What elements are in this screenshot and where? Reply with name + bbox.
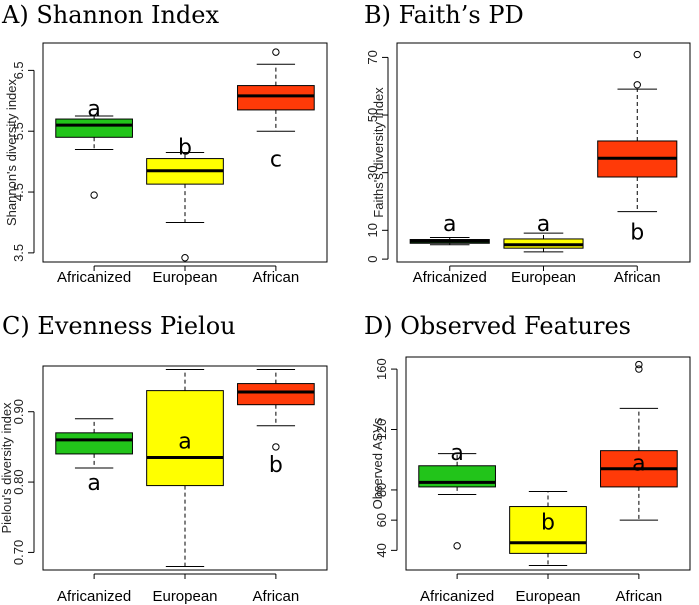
box-africanized: a xyxy=(418,441,496,550)
box-iqr xyxy=(55,118,133,138)
y-tick-label: 3.5 xyxy=(11,244,26,262)
outlier-point xyxy=(181,254,189,262)
y-tick-label: 160 xyxy=(374,358,389,380)
panel-title: D) Observed Features xyxy=(364,312,631,340)
y-tick-label: 10 xyxy=(365,223,380,237)
significance-letter: a xyxy=(537,212,550,237)
y-axis-label: Shannon's diversity index xyxy=(4,78,19,226)
box-iqr xyxy=(237,383,315,406)
outlier-point xyxy=(272,443,280,451)
box-european: a xyxy=(146,369,224,567)
outlier-point xyxy=(90,191,98,199)
box-european: a xyxy=(503,212,584,253)
x-category-label: African xyxy=(253,269,300,286)
significance-letter: a xyxy=(632,452,645,477)
y-tick-label: 0.90 xyxy=(11,399,26,424)
y-tick-label: 4.5 xyxy=(11,183,26,201)
box-european: b xyxy=(146,135,224,262)
plot-frame xyxy=(396,42,691,263)
x-category-label: African xyxy=(253,588,300,605)
significance-letter: b xyxy=(630,221,644,246)
box-european: b xyxy=(509,490,587,566)
x-category-label: African xyxy=(616,588,663,605)
panel-observed: D) Observed Features 40 60 80 120 160 Observed… xyxy=(364,312,691,605)
x-category-label: Africanized xyxy=(57,588,131,605)
y-tick-label: 60 xyxy=(374,513,389,527)
plot-frame xyxy=(42,365,328,571)
y-axis-label: Observed ASVs xyxy=(370,417,385,509)
significance-letter: a xyxy=(178,430,191,455)
significance-letter: b xyxy=(541,511,555,536)
box-africanized: a xyxy=(409,212,490,246)
y-tick-label: 0.70 xyxy=(11,540,26,565)
significance-letter: a xyxy=(450,441,463,466)
y-tick-label: 0.80 xyxy=(11,469,26,494)
significance-letter: a xyxy=(87,471,100,496)
y-tick-label: 80 xyxy=(374,483,389,497)
significance-letter: c xyxy=(270,148,282,173)
y-tick-label: 30 xyxy=(365,165,380,179)
y-tick-label: 70 xyxy=(365,50,380,64)
y-tick-label: 120 xyxy=(374,419,389,441)
x-category-label: European xyxy=(511,269,576,286)
box-african: a xyxy=(600,360,678,521)
box-african: b xyxy=(237,369,315,478)
y-tick-label: 50 xyxy=(365,108,380,122)
x-category-label: Africanized xyxy=(57,269,131,286)
outlier-point xyxy=(635,360,643,369)
significance-letter: b xyxy=(269,453,283,478)
significance-letter: a xyxy=(443,212,456,237)
box-africanized: a xyxy=(55,97,133,199)
box-iqr xyxy=(55,432,133,455)
x-category-label: African xyxy=(614,269,661,286)
significance-letter: a xyxy=(87,97,100,122)
x-category-label: Africanized xyxy=(420,588,494,605)
panel-title: A) Shannon Index xyxy=(1,1,219,29)
box-african: b xyxy=(597,50,678,246)
x-category-label: Africanized xyxy=(413,269,487,286)
y-tick-label: 40 xyxy=(374,543,389,557)
y-axis-label: Faiths's diversity index xyxy=(371,87,386,218)
y-axis-label: Pielou's diversity index xyxy=(0,402,14,534)
panel-title: C) Evenness Pielou xyxy=(2,312,236,340)
outlier-point xyxy=(633,50,641,59)
panel-title: B) Faith’s PD xyxy=(364,1,524,29)
box-iqr xyxy=(237,85,315,111)
x-category-label: European xyxy=(515,588,580,605)
significance-letter: b xyxy=(178,135,192,160)
box-africanized: a xyxy=(55,418,133,496)
y-tick-label: 0 xyxy=(365,256,380,263)
x-category-label: European xyxy=(152,588,217,605)
panel-faith: B) Faith’s PD 0 10 30 50 70 Faiths's diversity… xyxy=(364,1,691,286)
outlier-point xyxy=(633,81,641,89)
box-iqr xyxy=(509,506,587,554)
outlier-point xyxy=(272,48,280,56)
y-tick-label: 6.5 xyxy=(11,61,26,79)
box-african: c xyxy=(237,48,315,173)
outlier-point xyxy=(635,365,643,373)
x-category-label: European xyxy=(152,269,217,286)
y-tick-label: 5.5 xyxy=(11,122,26,140)
outlier-point xyxy=(453,542,461,550)
box-iqr xyxy=(146,390,224,487)
plot-frame xyxy=(405,356,691,571)
plot-frame xyxy=(42,42,328,263)
